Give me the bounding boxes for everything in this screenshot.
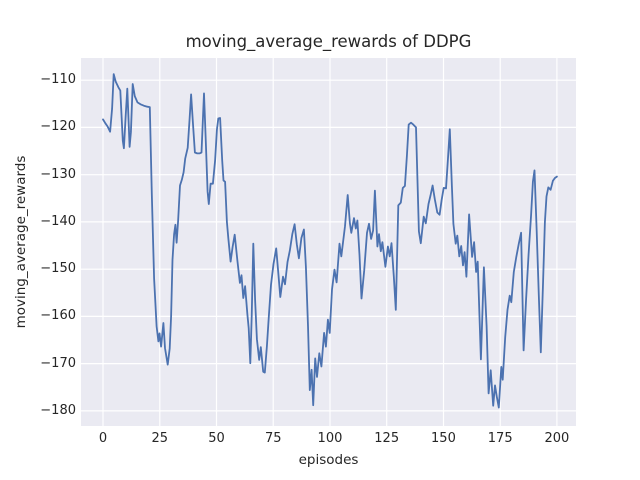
chart-title: moving_average_rewards of DDPG xyxy=(185,32,472,51)
x-tick-label: 100 xyxy=(317,431,343,446)
plot-area xyxy=(81,58,576,426)
reward-line xyxy=(102,73,558,409)
y-tick-label: −180 xyxy=(40,402,76,418)
x-tick-label: 0 xyxy=(98,431,108,446)
x-tick-label: 75 xyxy=(264,431,282,446)
x-tick-label: 150 xyxy=(431,431,456,446)
y-tick-label: −170 xyxy=(40,355,76,371)
y-tick-label: −120 xyxy=(40,119,76,135)
y-tick-label: −130 xyxy=(40,166,76,182)
x-tick-label: 200 xyxy=(544,431,570,446)
x-tick-label: 50 xyxy=(208,431,225,446)
y-tick-label: −160 xyxy=(40,308,76,324)
y-tick-label: −110 xyxy=(40,72,76,88)
x-axis-label: episodes xyxy=(298,452,359,468)
x-tick-label: 25 xyxy=(151,431,169,446)
x-tick-label: 175 xyxy=(487,431,513,446)
y-tick-label: −150 xyxy=(40,261,76,277)
y-tick-label: −140 xyxy=(40,213,76,229)
chart-svg xyxy=(81,58,576,426)
x-tick-label: 125 xyxy=(374,431,400,446)
